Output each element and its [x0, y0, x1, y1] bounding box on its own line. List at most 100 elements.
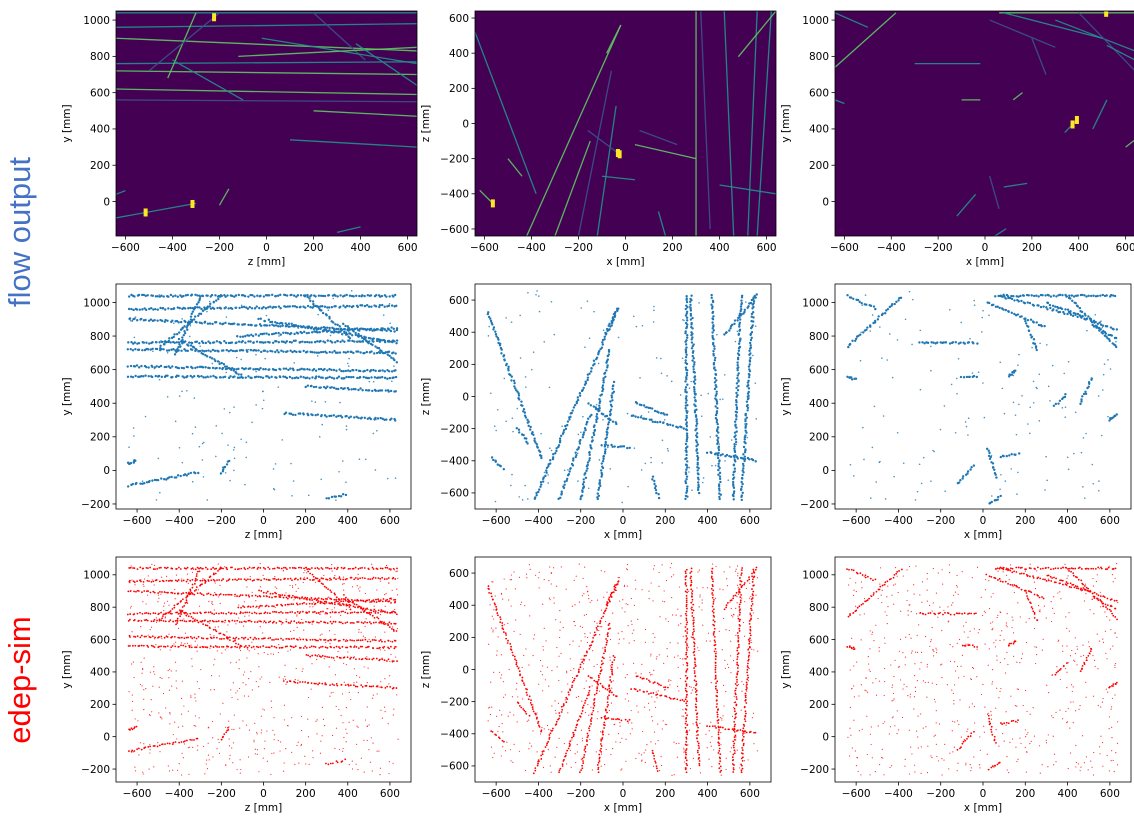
- y-tick-label: −600: [440, 488, 469, 500]
- panel-4: −600 −400 −200 0 200 400 600 −600 −400 −200 0 200 40…: [420, 283, 772, 541]
- heatmap-track: [1003, 12, 1103, 39]
- y-tick-label: 400: [449, 600, 469, 612]
- y-tick-label: 200: [449, 632, 469, 644]
- x-tick-label: −600: [123, 515, 152, 527]
- y-tick-label: 400: [449, 48, 469, 60]
- x-tick-label: −400: [158, 242, 187, 254]
- x-axis-label: x [mm]: [604, 802, 642, 814]
- x-tick-label: 200: [655, 788, 675, 800]
- heatmap-hot-cell: [615, 148, 620, 157]
- x-axis-label: z [mm]: [245, 802, 283, 814]
- heatmap-hot-cell: [1104, 11, 1109, 17]
- x-tick-label: −200: [926, 788, 955, 800]
- subplot-grid: −600 −400 −200 0 200 400 600 0 200 400 600 800 1000 z…: [61, 10, 1134, 814]
- heatmap-track: [1125, 139, 1134, 148]
- heatmap-track: [1055, 19, 1134, 52]
- y-tick-label: 0: [822, 465, 829, 477]
- scatter-points: [846, 290, 1119, 505]
- y-axis-label: y [mm]: [780, 104, 792, 142]
- x-tick-label: −600: [111, 242, 140, 254]
- heatmap-track: [756, 11, 772, 236]
- y-tick-label: 1000: [83, 15, 110, 27]
- x-tick-label: −200: [566, 788, 595, 800]
- heatmap-track: [218, 188, 230, 206]
- y-tick-label: 800: [809, 331, 829, 343]
- heatmap-track: [587, 130, 622, 156]
- y-tick-label: −200: [81, 499, 110, 511]
- x-tick-label: 0: [620, 788, 627, 800]
- heatmap-track: [596, 105, 617, 236]
- y-tick-label: −400: [440, 456, 469, 468]
- heatmap-track: [475, 31, 537, 195]
- x-tick-label: 400: [698, 515, 718, 527]
- heatmap-hot-cell: [1070, 120, 1075, 129]
- heatmap-track: [634, 143, 697, 160]
- y-tick-label: −600: [440, 224, 469, 236]
- scatter-points: [126, 563, 399, 776]
- y-axis-label: y [mm]: [61, 377, 73, 415]
- heatmap-track: [167, 12, 197, 79]
- heatmap-track: [1106, 44, 1134, 61]
- heatmap-hot-cell: [143, 208, 148, 217]
- x-axis-label: x [mm]: [606, 256, 644, 268]
- heatmap-track: [601, 175, 635, 181]
- y-tick-label: 200: [90, 432, 110, 444]
- y-tick-label: 600: [90, 634, 110, 646]
- plot-background: [475, 557, 771, 782]
- y-tick-label: 600: [809, 634, 829, 646]
- heatmap-track: [835, 12, 897, 68]
- y-tick-label: 1000: [802, 15, 829, 27]
- y-axis-label: y [mm]: [780, 377, 792, 415]
- y-axis-label: z [mm]: [420, 105, 432, 143]
- y-tick-label: 0: [462, 391, 469, 403]
- x-tick-label: 600: [380, 515, 400, 527]
- plot-area: [835, 284, 1131, 509]
- panel-6: −600 −400 −200 0 200 400 600 −200 0 200 400 600 800 1…: [61, 556, 412, 814]
- y-tick-label: 800: [809, 602, 829, 614]
- heatmap-track: [507, 158, 523, 177]
- panel-5: −600 −400 −200 0 200 400 600 −200 0 200 400 600 800 1…: [780, 283, 1132, 541]
- x-tick-label: 600: [1100, 788, 1120, 800]
- x-tick-label: 200: [655, 515, 675, 527]
- x-tick-label: −600: [123, 788, 152, 800]
- y-tick-label: −200: [81, 764, 110, 776]
- x-tick-label: 0: [260, 515, 267, 527]
- y-tick-label: −400: [440, 189, 469, 201]
- y-axis-label: y [mm]: [780, 650, 792, 688]
- heatmap-track: [172, 59, 244, 101]
- heatmap-track: [116, 88, 417, 96]
- x-tick-label: 200: [1015, 788, 1035, 800]
- x-tick-label: 400: [338, 788, 358, 800]
- heatmap-track: [639, 129, 678, 146]
- heatmap-hot-cell: [212, 13, 217, 22]
- heatmap-track: [1078, 12, 1134, 71]
- y-tick-label: −200: [800, 499, 829, 511]
- y-tick-label: 600: [449, 295, 469, 307]
- y-tick-label: 800: [809, 51, 829, 63]
- x-tick-label: 600: [398, 242, 418, 254]
- heatmap-track: [116, 70, 417, 76]
- x-tick-label: 400: [1058, 515, 1078, 527]
- y-tick-label: 600: [449, 13, 469, 25]
- x-tick-label: 200: [304, 242, 324, 254]
- plot-area: [475, 11, 776, 236]
- panel-7: −600 −400 −200 0 200 400 600 −600 −400 −200 0 200 40…: [420, 556, 772, 814]
- y-tick-label: 400: [809, 124, 829, 136]
- y-tick-label: 400: [449, 327, 469, 339]
- heatmap-track: [116, 23, 417, 28]
- plot-background: [475, 284, 771, 509]
- x-tick-label: −200: [205, 242, 234, 254]
- heatmap-track: [577, 70, 613, 236]
- x-tick-label: 200: [1022, 242, 1042, 254]
- plot-area: [116, 557, 411, 782]
- x-tick-label: −400: [524, 788, 553, 800]
- heatmap-background: [835, 11, 1134, 236]
- y-tick-label: 200: [449, 359, 469, 371]
- scatter-points: [486, 290, 758, 504]
- x-tick-label: 200: [663, 242, 683, 254]
- heatmap-background: [475, 11, 776, 236]
- y-tick-label: 1000: [83, 297, 110, 309]
- x-tick-label: −600: [842, 788, 871, 800]
- heatmap-track: [657, 211, 667, 236]
